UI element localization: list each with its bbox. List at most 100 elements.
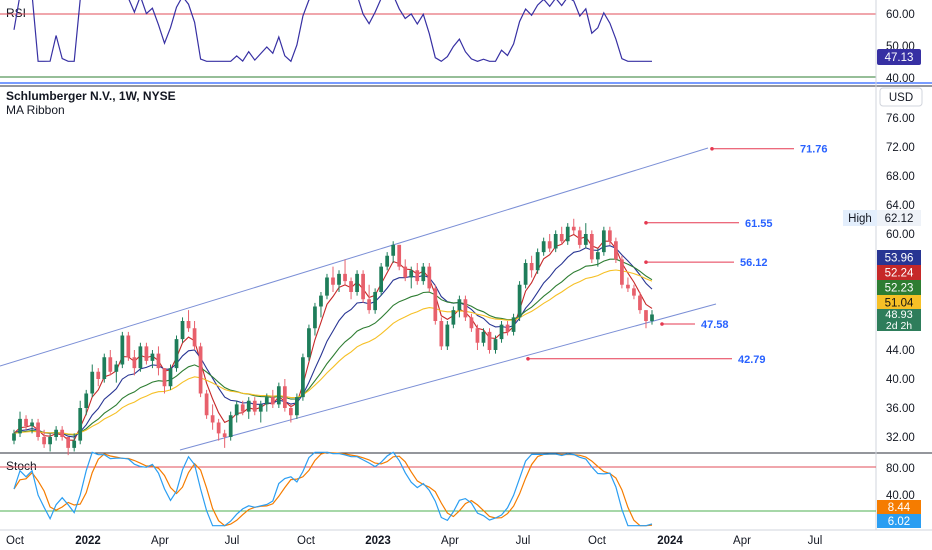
candle-body[interactable]	[367, 299, 371, 311]
candle-body[interactable]	[180, 321, 185, 340]
candle-body[interactable]	[210, 415, 215, 423]
candle-body[interactable]	[252, 400, 257, 412]
candle-body[interactable]	[583, 234, 588, 245]
candle-body[interactable]	[325, 277, 329, 296]
candle-body[interactable]	[505, 324, 510, 332]
candle-body[interactable]	[614, 241, 618, 260]
candle-body[interactable]	[18, 418, 22, 434]
candle-body[interactable]	[66, 437, 71, 448]
candle-body[interactable]	[439, 321, 444, 347]
candle-body[interactable]	[186, 321, 191, 329]
candle-body[interactable]	[499, 324, 504, 340]
candle-body[interactable]	[638, 295, 642, 311]
candle-body[interactable]	[132, 357, 137, 369]
candle-body[interactable]	[475, 328, 480, 343]
candle-body[interactable]	[60, 429, 65, 437]
candle-body[interactable]	[240, 404, 245, 412]
candle-body[interactable]	[258, 404, 263, 412]
candle-body[interactable]	[403, 266, 408, 278]
candle-body[interactable]	[535, 252, 540, 271]
candle-body[interactable]	[72, 440, 77, 448]
candle-body[interactable]	[313, 306, 317, 329]
candle-body[interactable]	[541, 241, 546, 253]
candle-body[interactable]	[620, 259, 624, 285]
candle-body[interactable]	[264, 397, 269, 405]
candle-body[interactable]	[553, 234, 558, 249]
candle-body[interactable]	[216, 422, 221, 434]
candle-body[interactable]	[48, 437, 52, 445]
candle-body[interactable]	[78, 408, 83, 441]
candle-body[interactable]	[150, 353, 155, 361]
candle-body[interactable]	[168, 368, 173, 387]
candle-body[interactable]	[301, 357, 305, 398]
candle-body[interactable]	[529, 263, 534, 271]
candle-body[interactable]	[427, 266, 432, 289]
candle-body[interactable]	[108, 357, 113, 372]
candle-body[interactable]	[114, 364, 119, 372]
candle-body[interactable]	[270, 397, 275, 405]
candle-body[interactable]	[234, 404, 239, 416]
candle-body[interactable]	[349, 281, 353, 292]
channel-lower-line[interactable]	[179, 303, 717, 451]
candle-body[interactable]	[42, 437, 46, 445]
currency-button[interactable]	[879, 87, 923, 107]
candle-body[interactable]	[295, 397, 299, 416]
price-annotations[interactable]: 71.76 61.55 56.12 47.58 42.79	[526, 144, 828, 366]
time-axis[interactable]: Oct 2022 Apr Jul Oct 2023 Apr Jul Oct 2024 Apr Jul	[6, 535, 822, 547]
candle-body[interactable]	[198, 346, 203, 394]
candle-body[interactable]	[138, 346, 143, 369]
candle-body[interactable]	[451, 310, 456, 325]
candle-body[interactable]	[289, 408, 293, 416]
candle-body[interactable]	[487, 331, 492, 350]
candle-body[interactable]	[30, 422, 34, 427]
candle-body[interactable]	[343, 273, 347, 282]
candle-body[interactable]	[559, 234, 564, 242]
candle-body[interactable]	[162, 368, 167, 387]
candle-body[interactable]	[192, 328, 197, 347]
candle-body[interactable]	[84, 393, 89, 409]
candle-body[interactable]	[421, 266, 426, 282]
candle-body[interactable]	[571, 226, 576, 231]
candle-body[interactable]	[547, 241, 552, 249]
candle-body[interactable]	[102, 357, 107, 379]
candle-body[interactable]	[36, 422, 40, 438]
candle-body[interactable]	[511, 317, 516, 332]
channel-upper-line[interactable]	[0, 147, 709, 367]
candle-body[interactable]	[601, 230, 606, 253]
candle-body[interactable]	[608, 230, 612, 242]
candle-body[interactable]	[174, 339, 179, 369]
candle-body[interactable]	[90, 371, 95, 394]
candle-body[interactable]	[319, 295, 323, 307]
candle-body[interactable]	[120, 335, 125, 365]
candle-body[interactable]	[493, 339, 498, 350]
candle-body[interactable]	[595, 252, 600, 260]
candle-body[interactable]	[457, 299, 462, 311]
candle-body[interactable]	[644, 310, 648, 321]
candle-body[interactable]	[144, 346, 149, 361]
candle-body[interactable]	[517, 284, 522, 318]
candle-body[interactable]	[222, 433, 227, 437]
candle-body[interactable]	[650, 314, 654, 321]
candle-body[interactable]	[626, 284, 630, 289]
candle-body[interactable]	[355, 273, 359, 292]
candle-body[interactable]	[24, 418, 28, 427]
candle-body[interactable]	[156, 353, 161, 369]
candle-body[interactable]	[126, 335, 131, 358]
candle-body[interactable]	[331, 277, 335, 285]
candle-body[interactable]	[632, 288, 636, 296]
candle-body[interactable]	[204, 393, 209, 416]
candle-body[interactable]	[379, 266, 384, 292]
candle-body[interactable]	[391, 244, 396, 256]
candle-body[interactable]	[523, 263, 528, 285]
candle-body[interactable]	[469, 317, 474, 329]
candle-body[interactable]	[54, 429, 58, 437]
candle-body[interactable]	[463, 299, 468, 318]
candle-body[interactable]	[276, 386, 281, 405]
candle-body[interactable]	[228, 415, 233, 437]
candle-body[interactable]	[409, 270, 414, 278]
candle-body[interactable]	[373, 292, 377, 311]
candle-body[interactable]	[397, 244, 402, 267]
candle-body[interactable]	[385, 255, 390, 267]
candlestick-series[interactable]	[12, 218, 654, 456]
candle-body[interactable]	[445, 324, 450, 347]
